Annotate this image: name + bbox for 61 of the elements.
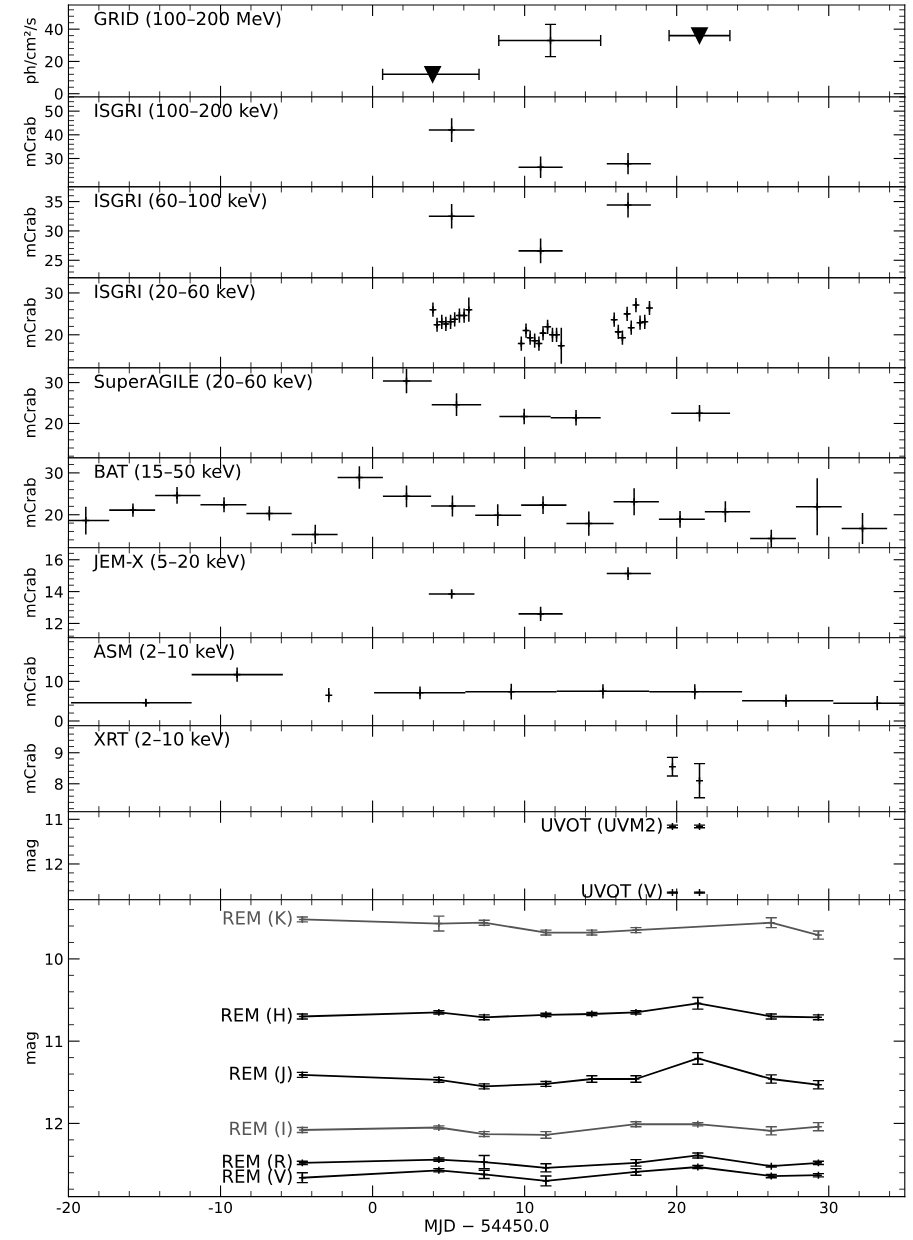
series-label: UVOT (UVM2) <box>541 817 662 834</box>
series-label: REM (K) <box>223 910 292 927</box>
x-tick-label: 30 <box>820 1201 838 1214</box>
chart-title: XRT (2–10 keV) <box>94 731 229 748</box>
series-label: REM (V) <box>223 1168 292 1186</box>
y-tick-label: 30 <box>45 152 63 165</box>
chart-title: ISGRI (100–200 keV) <box>95 103 278 120</box>
y-tick-label: 30 <box>45 225 63 237</box>
y-tick-label: 20 <box>45 55 63 68</box>
y-tick-label: 14 <box>45 586 63 598</box>
x-axis-title: MJD − 54450.0 <box>425 1219 549 1236</box>
chart-title: GRID (100–200 MeV) <box>94 11 281 28</box>
series-label: REM (J) <box>230 1066 292 1084</box>
x-tick-label: 10 <box>516 1201 534 1214</box>
y-tick-label: 12 <box>45 1117 63 1130</box>
y-tick-label: 20 <box>45 329 63 341</box>
legend-label: UVOT (V) <box>582 883 662 900</box>
x-tick-label: 0 <box>368 1201 377 1214</box>
chart-title: ISGRI (60–100 keV) <box>95 193 266 210</box>
y-tick-label: 9 <box>54 747 63 759</box>
y-tick-label: 12 <box>45 858 63 870</box>
y-tick-label: 0 <box>54 88 63 100</box>
y-tick-label: 30 <box>45 377 63 389</box>
y-tick-label: 10 <box>45 953 63 965</box>
y-axis-title: mCrab <box>23 657 36 706</box>
y-axis-title: mCrab <box>23 207 36 257</box>
y-axis-title: mCrab <box>23 388 36 437</box>
y-axis-title: mCrab <box>23 117 36 166</box>
chart-title: SuperAGILE (20–60 keV) <box>94 374 312 392</box>
series-label: REM (H) <box>222 1007 292 1024</box>
y-tick-label: 30 <box>45 287 63 299</box>
x-tick-label: 20 <box>668 1201 686 1214</box>
chart-title: ASM (2–10 keV) <box>93 643 234 661</box>
y-tick-label: 40 <box>44 23 63 36</box>
y-tick-label: 40 <box>44 129 63 141</box>
y-tick-label: 10 <box>45 675 63 688</box>
y-axis-title: ph/cm²/s <box>23 18 39 84</box>
y-tick-label: 25 <box>45 254 63 267</box>
chart-title: BAT (15–50 keV) <box>95 464 241 481</box>
y-axis-title: mCrab <box>23 744 36 793</box>
y-tick-label: 16 <box>45 554 63 566</box>
y-axis-title: mCrab <box>23 568 36 617</box>
y-tick-label: 11 <box>45 1035 63 1047</box>
y-tick-label: 30 <box>45 467 63 479</box>
x-tick-label: -20 <box>56 1201 80 1214</box>
y-axis-title: mCrab <box>23 298 36 347</box>
y-tick-label: 20 <box>45 509 63 521</box>
y-tick-label: 50 <box>45 105 63 118</box>
x-tick-label: -10 <box>208 1201 232 1214</box>
y-axis-title: mag <box>26 840 39 872</box>
y-tick-label: 12 <box>45 617 63 630</box>
y-tick-label: 35 <box>45 196 63 208</box>
y-tick-label: 0 <box>54 715 63 728</box>
y-axis-title: mCrab <box>23 478 36 527</box>
series-label: REM (I) <box>230 1121 292 1138</box>
chart-title: ISGRI (20–60 keV) <box>95 284 255 301</box>
y-tick-label: 20 <box>45 417 63 430</box>
y-tick-label: 11 <box>45 813 63 826</box>
y-axis-title: mag <box>26 1032 39 1064</box>
chart-title: JEM-X (5–20 keV) <box>92 554 245 572</box>
y-tick-label: 8 <box>54 778 63 790</box>
